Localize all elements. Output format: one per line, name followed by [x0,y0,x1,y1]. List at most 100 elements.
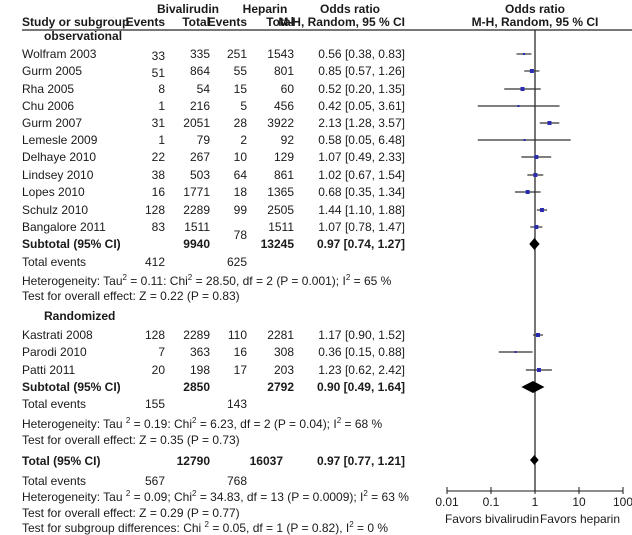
hep-events: 15 [233,82,247,96]
overall-diamond [530,455,539,465]
biv-events: 83 [151,220,165,234]
subtotal-or-ci: 0.90 [0.49, 1.64] [316,380,405,394]
hep-events: 251 [226,47,247,61]
hep-total: 129 [273,150,294,164]
heterogeneity-text: Heterogeneity: Tau 2 = 0.19: Chi2 = 6.23… [22,416,382,432]
superscript: 2 [122,273,127,282]
superscript: 2 [336,416,342,425]
study-name: Gurm 2007 [22,116,83,130]
study-name: Delhaye 2010 [22,150,97,164]
text-segment: Heterogeneity: Tau [22,417,126,431]
hep-events: 28 [233,116,247,130]
study-marker [520,87,525,91]
subgroup-heading: observational [44,29,123,43]
overall-effect-text: Test for overall effect: Z = 0.35 (P = 0… [22,433,240,447]
biv-total: 2051 [183,116,210,130]
hep-total: 60 [280,82,294,96]
text-segment: = 65 % [350,274,392,288]
hep-events: 18 [233,185,247,199]
subgroup-heading: Randomized [44,309,116,323]
total-events-biv: 412 [144,255,165,269]
odds-ratio-ci: 0.68 [0.35, 1.34] [318,185,405,199]
study-marker [522,53,525,55]
biv-events: 20 [151,363,165,377]
biv-events: 128 [144,203,165,217]
hep-total: 3922 [267,116,294,130]
total-events-biv: 567 [144,474,165,488]
subtotal-hep-total: 13245 [260,237,294,251]
superscript: 2 [192,489,197,498]
superscript: 2 [125,416,131,425]
study-name: Patti 2011 [22,363,76,377]
total-events-hep: 625 [226,255,247,269]
header-plot-odds-ratio: Odds ratio [504,2,565,16]
hep-events: 110 [227,328,247,342]
subgroup-differences-text: Test for subgroup differences: Chi 2 = 0… [22,521,388,535]
biv-total: 198 [189,363,210,377]
superscript: 2 [187,273,193,282]
hep-events: 16 [233,345,247,359]
odds-ratio-ci: 1.07 [0.78, 1.47] [318,220,405,234]
total-events-label: Total events [22,397,87,411]
hep-total: 456 [273,99,294,113]
text-segment: Heterogeneity: Tau [22,274,123,288]
biv-total: 216 [189,99,210,113]
odds-ratio-ci: 0.85 [0.57, 1.26] [318,64,405,78]
subtotal-biv-total: 2850 [183,380,210,394]
overall-effect-text: Test for overall effect: Z = 0.22 (P = 0… [22,289,240,303]
text-segment: = 0.11: Chi [126,274,188,288]
subtotal-or-ci: 0.97 [0.74, 1.27] [316,237,405,251]
biv-events: 8 [158,82,165,96]
hep-total: 861 [273,168,294,182]
text-segment: = 0.05, df = 1 (P = 0.82), I [209,521,350,535]
odds-ratio-ci: 1.23 [0.62, 2.42] [318,363,405,377]
superscript: 2 [204,520,209,529]
odds-ratio-ci: 1.07 [0.49, 2.33] [318,150,405,164]
total-events-hep: 143 [226,397,247,411]
biv-total: 267 [189,150,210,164]
hep-events: 78 [233,228,247,242]
biv-total: 54 [196,82,210,96]
biv-total: 1511 [184,220,210,234]
total-hep-total: 16037 [249,454,283,468]
x-axis-tick-label: 1 [531,495,539,509]
x-axis-tick-label: 0.1 [482,495,500,509]
biv-total: 2289 [183,203,210,217]
biv-events: 33 [151,49,165,63]
hep-events: 2 [240,133,247,147]
text-segment: = 0.19: Chi [130,417,193,431]
hep-total: 92 [280,133,294,147]
x-axis-tick-label: 0.01 [435,495,459,509]
odds-ratio-ci: 1.17 [0.90, 1.52] [318,328,405,342]
study-name: Rha 2005 [22,82,75,96]
header-plot-method: M-H, Random, 95 % CI [471,15,599,29]
favors-bivalirudin-label: Favors bivalirudin [444,512,540,526]
hep-events: 17 [233,363,247,377]
hep-events: 10 [233,150,247,164]
biv-total: 1771 [183,185,210,199]
superscript: 2 [345,273,351,282]
biv-events: 1 [158,133,165,147]
hep-total: 1511 [268,220,294,234]
study-marker [533,173,538,177]
study-name: Lindsey 2010 [22,168,94,182]
biv-events: 22 [151,150,165,164]
study-name: Lopes 2010 [22,185,85,199]
header-study: Study or subgroup [22,15,130,29]
favors-heparin-label: Favors heparin [539,512,621,526]
text-segment: = 28.50, df = 2 (P = 0.001); I [192,274,346,288]
superscript: 2 [363,489,368,498]
text-segment: = 34.83, df = 13 (P = 0.0009); I [196,490,364,504]
header-bivalirudin: Bivalirudin [156,2,219,16]
odds-ratio-ci: 0.52 [0.20, 1.35] [318,82,405,96]
total-events-label: Total events [22,474,87,488]
header-biv-total: Total [182,15,210,29]
study-marker [536,333,541,337]
study-name: Bangalore 2011 [22,220,106,234]
hep-events: 55 [233,64,247,78]
total-events-biv: 155 [144,397,165,411]
x-axis-tick-label: 10 [572,495,586,509]
odds-ratio-ci: 1.44 [1.10, 1.88] [318,203,405,217]
study-marker [539,208,544,212]
